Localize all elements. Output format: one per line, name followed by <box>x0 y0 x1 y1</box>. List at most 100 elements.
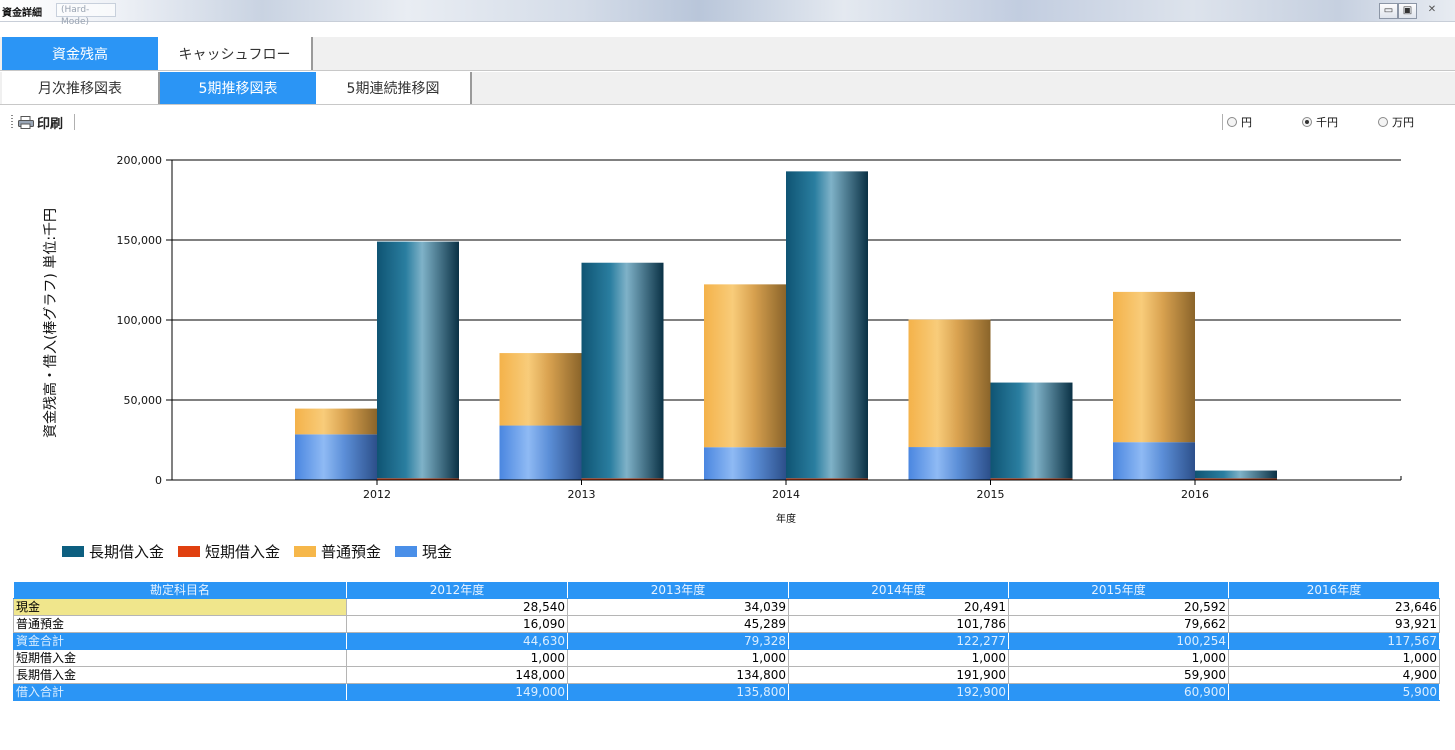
table-row[interactable]: 短期借入金 1,000 1,000 1,000 1,000 1,000 <box>13 649 1440 667</box>
account-name-cell[interactable]: 資金合計 <box>13 632 347 650</box>
window-title-tab: (Hard-Mode) <box>56 3 116 27</box>
print-label: 印刷 <box>37 116 64 132</box>
unit-separator <box>1222 114 1223 130</box>
amount-cell[interactable]: 1,000 <box>1228 649 1440 667</box>
x-tick-label: 2015 <box>977 488 1005 501</box>
x-axis-label: 年度 <box>776 514 796 525</box>
account-name-cell[interactable]: 借入合計 <box>13 683 347 701</box>
bar-deposit <box>499 353 582 426</box>
amount-cell[interactable]: 149,000 <box>346 683 568 701</box>
x-tick-label: 2016 <box>1181 488 1209 501</box>
toolbar-separator <box>74 114 75 130</box>
account-name-cell[interactable]: 現金 <box>13 598 347 616</box>
account-name-cell[interactable]: 長期借入金 <box>13 666 347 684</box>
bar-short-term-loan <box>377 478 459 480</box>
amount-cell[interactable]: 79,662 <box>1008 615 1229 633</box>
amount-cell[interactable]: 148,000 <box>346 666 568 684</box>
amount-cell[interactable]: 28,540 <box>346 598 568 616</box>
table-row[interactable]: 長期借入金 148,000 134,800 191,900 59,900 4,900 <box>13 666 1440 684</box>
amount-cell[interactable]: 16,090 <box>346 615 568 633</box>
bar-long-term-loan <box>1195 470 1277 479</box>
tab-monthly-chart[interactable]: 月次推移図表 <box>2 72 160 104</box>
column-header[interactable]: 2015年度 <box>1008 581 1229 599</box>
amount-cell[interactable]: 117,567 <box>1228 632 1440 650</box>
amount-cell[interactable]: 23,646 <box>1228 598 1440 616</box>
column-header[interactable]: 2012年度 <box>346 581 568 599</box>
toolbar-grip[interactable] <box>11 115 13 129</box>
main-tab-strip: 資金残高 キャッシュフロー <box>0 37 1455 71</box>
bar-long-term-loan <box>377 241 459 479</box>
bar-deposit <box>908 319 991 448</box>
bar-deposit <box>1113 291 1195 443</box>
tab-cash-flow[interactable]: キャッシュフロー <box>158 37 313 70</box>
column-header[interactable]: 勘定科目名 <box>13 581 347 599</box>
bar-deposit <box>704 284 786 448</box>
amount-cell[interactable]: 60,900 <box>1008 683 1229 701</box>
legend-item-cash: 現金 <box>395 541 452 562</box>
amount-cell[interactable]: 122,277 <box>788 632 1009 650</box>
column-header[interactable]: 2016年度 <box>1228 581 1440 599</box>
bar-short-term-loan <box>581 478 664 480</box>
legend-item-short-term: 短期借入金 <box>178 541 280 562</box>
y-tick-label: 50,000 <box>124 394 163 407</box>
tab-5period-chart[interactable]: 5期推移図表 <box>160 72 316 104</box>
legend-swatch <box>178 546 201 557</box>
unit-radio-thousand-yen[interactable]: 千円 <box>1302 114 1338 130</box>
unit-label: 円 <box>1241 116 1252 129</box>
amount-cell[interactable]: 5,900 <box>1228 683 1440 701</box>
legend-label: 現金 <box>422 543 453 561</box>
amount-cell[interactable]: 34,039 <box>567 598 789 616</box>
amount-cell[interactable]: 1,000 <box>567 649 789 667</box>
legend-swatch <box>294 546 317 557</box>
amount-cell[interactable]: 59,900 <box>1008 666 1229 684</box>
x-tick-label: 2012 <box>363 488 391 501</box>
amount-cell[interactable]: 101,786 <box>788 615 1009 633</box>
y-tick-label: 100,000 <box>117 314 163 327</box>
bar-cash <box>1113 442 1195 480</box>
column-header[interactable]: 2014年度 <box>788 581 1009 599</box>
amount-cell[interactable]: 93,921 <box>1228 615 1440 633</box>
amount-cell[interactable]: 1,000 <box>1008 649 1229 667</box>
amount-cell[interactable]: 20,592 <box>1008 598 1229 616</box>
y-tick-label: 0 <box>155 474 162 487</box>
amount-cell[interactable]: 20,491 <box>788 598 1009 616</box>
table-row[interactable]: 資金合計 44,630 79,328 122,277 100,254 117,567 <box>13 632 1440 650</box>
legend-label: 長期借入金 <box>89 543 165 561</box>
bar-deposit <box>295 408 377 435</box>
table-row[interactable]: 借入合計 149,000 135,800 192,900 60,900 5,900 <box>13 683 1440 701</box>
chart-legend: 長期借入金 短期借入金 普通預金 現金 <box>62 541 466 562</box>
bar-short-term-loan <box>786 478 868 480</box>
amount-cell[interactable]: 100,254 <box>1008 632 1229 650</box>
amount-cell[interactable]: 135,800 <box>567 683 789 701</box>
unit-label: 千円 <box>1316 116 1338 129</box>
x-tick-label: 2013 <box>568 488 596 501</box>
amount-cell[interactable]: 191,900 <box>788 666 1009 684</box>
account-name-cell[interactable]: 普通預金 <box>13 615 347 633</box>
maximize-icon[interactable]: ▣ <box>1398 3 1417 19</box>
amount-cell[interactable]: 192,900 <box>788 683 1009 701</box>
bar-cash <box>499 425 582 480</box>
account-name-cell[interactable]: 短期借入金 <box>13 649 347 667</box>
print-button[interactable]: 印刷 <box>18 113 64 132</box>
tab-5period-continuous[interactable]: 5期連続推移図 <box>316 72 472 104</box>
unit-radio-ten-thousand-yen[interactable]: 万円 <box>1378 114 1414 130</box>
x-tick-label: 2014 <box>772 488 800 501</box>
amount-cell[interactable]: 79,328 <box>567 632 789 650</box>
table-header-row: 勘定科目名 2012年度 2013年度 2014年度 2015年度 2016年度 <box>13 581 1440 599</box>
radio-selected-icon <box>1302 117 1312 127</box>
amount-cell[interactable]: 45,289 <box>567 615 789 633</box>
column-header[interactable]: 2013年度 <box>567 581 789 599</box>
amount-cell[interactable]: 44,630 <box>346 632 568 650</box>
table-row[interactable]: 現金 28,540 34,039 20,491 20,592 23,646 <box>13 598 1440 616</box>
radio-icon <box>1378 117 1388 127</box>
amount-cell[interactable]: 1,000 <box>788 649 1009 667</box>
table-row[interactable]: 普通預金 16,090 45,289 101,786 79,662 93,921 <box>13 615 1440 633</box>
close-icon[interactable]: ✕ <box>1427 4 1437 15</box>
unit-radio-yen[interactable]: 円 <box>1227 114 1252 130</box>
tab-fund-balance[interactable]: 資金残高 <box>2 37 158 70</box>
amount-cell[interactable]: 134,800 <box>567 666 789 684</box>
legend-item-long-term: 長期借入金 <box>62 541 164 562</box>
minimize-icon[interactable]: ▭ <box>1379 3 1398 19</box>
amount-cell[interactable]: 1,000 <box>346 649 568 667</box>
amount-cell[interactable]: 4,900 <box>1228 666 1440 684</box>
